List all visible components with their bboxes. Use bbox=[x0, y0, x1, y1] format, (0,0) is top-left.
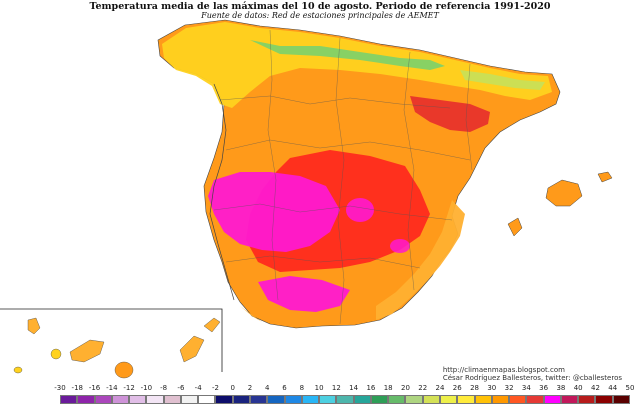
mallorca bbox=[545, 179, 583, 207]
legend-color-swatch bbox=[543, 395, 561, 404]
legend-tick-label: -6 bbox=[177, 384, 185, 392]
legend-tick-label: 24 bbox=[435, 384, 445, 392]
legend-tick-label: 0 bbox=[230, 384, 235, 392]
legend-color-swatch bbox=[77, 395, 95, 404]
legend-color-swatch bbox=[388, 395, 406, 404]
guadalquivir-very-hot bbox=[258, 276, 350, 312]
legend-color-swatch bbox=[232, 395, 250, 404]
legend-tick-label: -12 bbox=[123, 384, 135, 392]
legend-tick-label: 6 bbox=[282, 384, 287, 392]
legend-tick-label: 18 bbox=[383, 384, 393, 392]
legend-tick-label: 50 bbox=[625, 384, 635, 392]
legend-color-swatch bbox=[422, 395, 440, 404]
legend-tick-label: 38 bbox=[556, 384, 566, 392]
legend-tick-label: -14 bbox=[106, 384, 118, 392]
legend-tick-label: 4 bbox=[265, 384, 270, 392]
legend-tick-label: 28 bbox=[470, 384, 479, 392]
legend-tick-label: 34 bbox=[521, 384, 531, 392]
legend-tick-label: 14 bbox=[349, 384, 359, 392]
hot-spot bbox=[390, 239, 410, 253]
legend-tick-label: 8 bbox=[299, 384, 305, 392]
legend-color-swatch bbox=[215, 395, 233, 404]
legend-tick-label: 44 bbox=[608, 384, 618, 392]
legend-tick-label: -8 bbox=[160, 384, 168, 392]
legend-color-swatch bbox=[353, 395, 371, 404]
legend-tick-label: 36 bbox=[539, 384, 549, 392]
legend-tick-label: 22 bbox=[418, 384, 428, 392]
legend-color-swatch bbox=[491, 395, 510, 404]
legend-tick-label: 42 bbox=[590, 384, 600, 392]
legend-tick-label: 2 bbox=[247, 384, 253, 392]
legend-tick-label: -30 bbox=[54, 384, 66, 392]
legend-color-swatch bbox=[595, 395, 613, 404]
legend-tick-label: -18 bbox=[71, 384, 83, 392]
legend-tick-label: 26 bbox=[452, 384, 462, 392]
legend-tick-label: 12 bbox=[331, 384, 341, 392]
legend-tick-label: 40 bbox=[573, 384, 583, 392]
hot-spot bbox=[346, 198, 374, 222]
legend-color-swatch bbox=[94, 395, 112, 404]
legend-tick-label: 16 bbox=[366, 384, 376, 392]
mediterranean-coast bbox=[376, 200, 465, 320]
pyrenees-cool bbox=[460, 70, 545, 90]
legend-tick-label: -4 bbox=[194, 384, 202, 392]
legend-tick-label: -10 bbox=[140, 384, 153, 392]
legend-tick-label: 10 bbox=[314, 384, 324, 392]
legend-color-swatch bbox=[180, 395, 199, 404]
color-legend: -30 -18 -16 -14 -12 -10 -8 -6 -4 -2 0 2 4 6 8 10 12 14 16 1… bbox=[54, 384, 634, 406]
map-title: Temperatura media de las máximas del 10 … bbox=[89, 1, 551, 12]
legend-color-swatch bbox=[267, 395, 285, 404]
legend-tick-label: -16 bbox=[88, 384, 101, 392]
cantabrian-coast bbox=[250, 40, 445, 70]
legend-tick-label: 30 bbox=[487, 384, 497, 392]
portugal-border bbox=[209, 83, 235, 301]
legend-color-swatch bbox=[319, 395, 337, 404]
legend-color-swatch bbox=[526, 395, 544, 404]
legend-color-swatch bbox=[578, 395, 596, 404]
menorca bbox=[597, 171, 613, 183]
legend-color-swatch bbox=[457, 395, 475, 404]
legend-tick-label: -2 bbox=[211, 384, 219, 392]
canary-inset-frame bbox=[0, 308, 223, 372]
legend-color-swatch bbox=[146, 395, 164, 404]
legend-color-swatch bbox=[336, 395, 354, 404]
credits: http://climaenmapas.blogspot.com César R… bbox=[443, 366, 622, 382]
legend-color-swatch bbox=[370, 395, 389, 404]
legend-color-swatch bbox=[129, 395, 147, 404]
legend-color-swatch bbox=[405, 395, 423, 404]
map-subtitle: Fuente de datos: Red de estaciones princ… bbox=[201, 11, 439, 20]
province-borders bbox=[213, 29, 473, 325]
legend-color-swatch bbox=[111, 395, 130, 404]
legend-tick-label: 20 bbox=[400, 384, 410, 392]
legend-color-swatch bbox=[440, 395, 458, 404]
credits-url: http://climaenmapas.blogspot.com bbox=[442, 366, 565, 374]
legend-color-swatch bbox=[560, 395, 579, 404]
legend-color-swatch bbox=[60, 395, 78, 404]
legend-color-swatch bbox=[284, 395, 302, 404]
legend-color-swatch bbox=[250, 395, 268, 404]
legend-tick-label: 32 bbox=[504, 384, 514, 392]
ebro-hot-zone bbox=[410, 96, 490, 132]
legend-color-swatch bbox=[612, 395, 630, 404]
legend-color-swatch bbox=[474, 395, 492, 404]
legend-color-swatch bbox=[198, 395, 216, 404]
legend-color-swatch bbox=[163, 395, 181, 404]
legend-color-swatch bbox=[509, 395, 527, 404]
ibiza bbox=[507, 217, 523, 237]
legend-color-swatch bbox=[301, 395, 320, 404]
canary-islands bbox=[13, 317, 221, 379]
credits-author: César Rodríguez Ballesteros, twitter: @c… bbox=[442, 374, 622, 382]
